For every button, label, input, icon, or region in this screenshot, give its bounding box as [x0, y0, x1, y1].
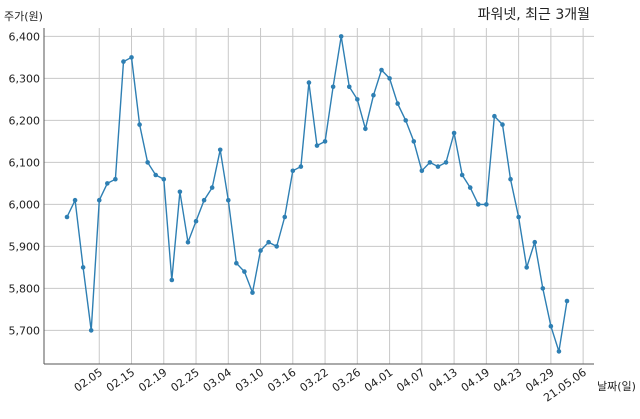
data-point — [459, 172, 465, 178]
y-axis-label: 주가(원) — [4, 10, 43, 23]
y-tick-label: 6,400 — [9, 30, 41, 43]
data-point — [363, 126, 368, 132]
data-point — [185, 239, 191, 245]
data-point — [322, 139, 328, 144]
x-axis-label: 날짜(일) — [597, 379, 636, 393]
data-point — [72, 197, 78, 203]
data-point — [201, 197, 207, 203]
data-point — [209, 185, 215, 190]
y-tick-label: 5,800 — [9, 282, 41, 295]
x-tick-label: 04.07 — [394, 366, 427, 395]
data-point — [217, 147, 223, 153]
x-tick-label: 02.25 — [168, 366, 201, 395]
x-tick-label: 03.04 — [201, 366, 234, 395]
data-point — [443, 160, 449, 165]
grid-lines — [44, 28, 594, 364]
data-point — [524, 265, 529, 270]
x-tick-label: 02.15 — [104, 366, 137, 395]
data-point — [266, 239, 271, 245]
data-point — [290, 168, 296, 174]
data-point — [274, 244, 279, 249]
data-point — [516, 214, 521, 220]
data-point — [193, 218, 199, 224]
data-point — [145, 160, 150, 165]
data-point — [492, 113, 497, 119]
data-point — [314, 143, 320, 148]
y-tick-label: 6,200 — [9, 114, 41, 127]
price-line — [66, 36, 568, 352]
axes — [43, 28, 594, 365]
x-tick-label: 03.10 — [233, 366, 266, 395]
data-point — [427, 160, 433, 165]
data-point — [435, 164, 441, 169]
data-point — [129, 55, 134, 60]
data-point — [371, 92, 376, 98]
data-point — [564, 298, 570, 304]
data-point — [411, 139, 417, 144]
data-point — [532, 239, 538, 245]
data-point — [242, 269, 247, 274]
x-tick-label: 03.22 — [298, 366, 331, 395]
data-point — [346, 84, 352, 90]
x-tick-label: 03.26 — [330, 366, 363, 395]
data-point — [540, 286, 546, 291]
data-point — [338, 34, 344, 39]
data-point — [282, 214, 288, 220]
data-point — [387, 76, 392, 81]
data-point — [258, 248, 263, 253]
data-point — [330, 84, 336, 90]
data-point — [137, 122, 142, 127]
data-point — [298, 164, 304, 169]
x-tick-label: 03.16 — [265, 366, 298, 395]
data-point — [64, 214, 70, 220]
data-point — [475, 202, 481, 207]
data-point — [169, 277, 175, 283]
x-tick-label: 04.13 — [427, 366, 460, 395]
y-tick-labels: 5,700 5,800 5,900 6,000 6,100 6,200 6,300 6,400 — [9, 30, 41, 337]
data-point — [306, 80, 312, 85]
data-point — [484, 202, 489, 207]
data-point — [250, 290, 255, 295]
data-point — [121, 59, 126, 64]
data-point — [355, 97, 360, 102]
x-tick-labels: 02.0502.1502.1902.2503.0403.1003.1603.22… — [72, 366, 589, 405]
data-point — [177, 189, 183, 195]
y-tick-label: 5,900 — [9, 240, 41, 253]
data-point — [395, 101, 400, 106]
data-point — [225, 197, 231, 203]
x-tick-label: 04.01 — [362, 366, 395, 395]
x-tick-label: 02.05 — [72, 366, 105, 395]
chart-title: 파워넷, 최근 3개월 — [478, 7, 590, 23]
y-tick-label: 6,100 — [9, 156, 41, 169]
data-point — [80, 265, 86, 270]
data-point — [379, 67, 384, 73]
data-point — [234, 260, 239, 266]
data-point — [403, 118, 409, 123]
x-tick-label: 02.19 — [136, 366, 169, 395]
data-point — [556, 349, 562, 354]
data-point — [88, 328, 94, 333]
price-points — [64, 34, 570, 354]
y-tick-label: 6,300 — [9, 72, 41, 85]
data-point — [467, 185, 473, 190]
data-point — [153, 172, 159, 178]
data-point — [419, 168, 425, 174]
x-tick-label: 04.19 — [459, 366, 492, 395]
data-point — [161, 176, 167, 182]
data-point — [96, 197, 102, 203]
x-tick-label: 04.23 — [491, 366, 524, 395]
data-point — [508, 176, 513, 182]
data-point — [113, 176, 118, 182]
data-point — [500, 122, 505, 127]
y-tick-label: 6,000 — [9, 198, 41, 211]
data-point — [105, 181, 110, 186]
data-point — [451, 130, 457, 136]
y-tick-label: 5,700 — [9, 324, 41, 337]
data-point — [548, 323, 554, 329]
